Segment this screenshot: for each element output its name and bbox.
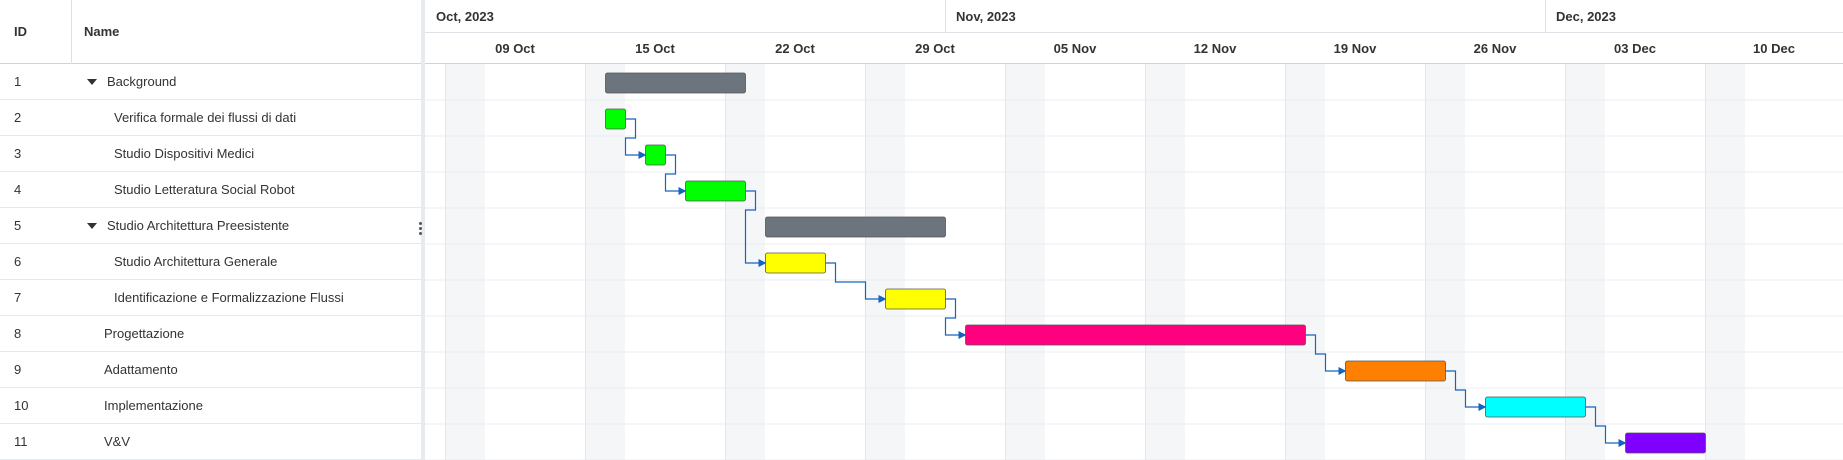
task-name: Studio Architettura Generale bbox=[114, 254, 278, 269]
task-name: Adattamento bbox=[104, 362, 178, 377]
task-bar[interactable] bbox=[885, 288, 946, 310]
row-id: 1 bbox=[14, 74, 22, 89]
collapse-caret-icon[interactable] bbox=[87, 223, 97, 229]
row-id: 11 bbox=[14, 434, 28, 449]
dependency-arrow[interactable] bbox=[1445, 370, 1487, 411]
week-label: 29 Oct bbox=[915, 41, 955, 56]
weekend-band bbox=[1005, 64, 1045, 460]
table-row[interactable]: 6 Studio Architettura Generale bbox=[0, 244, 421, 280]
week-label: 19 Nov bbox=[1334, 41, 1377, 56]
table-row[interactable]: 2 Verifica formale dei flussi di dati bbox=[0, 100, 421, 136]
week-label: 09 Oct bbox=[495, 41, 535, 56]
row-id: 8 bbox=[14, 326, 22, 341]
name-column-header[interactable]: Name bbox=[84, 24, 120, 39]
row-id: 4 bbox=[14, 182, 22, 197]
dependency-arrow[interactable] bbox=[944, 298, 967, 339]
pane-splitter[interactable] bbox=[421, 0, 425, 460]
weekend-band bbox=[585, 64, 625, 460]
task-bar[interactable] bbox=[965, 324, 1306, 346]
dependency-arrow[interactable] bbox=[825, 262, 887, 303]
task-name: V&V bbox=[104, 434, 131, 449]
task-name: Background bbox=[107, 74, 177, 89]
task-bar[interactable] bbox=[605, 72, 746, 94]
dependency-arrow[interactable] bbox=[664, 154, 687, 195]
table-row[interactable]: 8 Progettazione bbox=[0, 316, 421, 352]
task-name: Studio Dispositivi Medici bbox=[114, 146, 255, 161]
weekend-band bbox=[1425, 64, 1465, 460]
task-bar[interactable] bbox=[1625, 432, 1706, 454]
week-label: 15 Oct bbox=[635, 41, 675, 56]
task-name: Progettazione bbox=[104, 326, 185, 341]
task-bar[interactable] bbox=[765, 252, 826, 274]
gantt-timeline: Oct, 2023 Nov, 2023 Dec, 2023 09 Oct 15 Oct 2… bbox=[425, 0, 1843, 460]
table-row[interactable]: 9 Adattamento bbox=[0, 352, 421, 388]
dependency-arrow[interactable] bbox=[1585, 406, 1627, 447]
table-row[interactable]: 3 Studio Dispositivi Medici bbox=[0, 136, 421, 172]
row-id: 5 bbox=[14, 218, 22, 233]
row-id: 10 bbox=[14, 398, 29, 413]
task-name: Identificazione e Formalizzazione Flussi bbox=[114, 290, 344, 305]
week-label: 26 Nov bbox=[1474, 41, 1517, 56]
weekend-band bbox=[1145, 64, 1185, 460]
row-id: 3 bbox=[14, 146, 22, 161]
weekend-band bbox=[1705, 64, 1745, 460]
table-row[interactable]: 10 Implementazione bbox=[0, 388, 421, 424]
grid-header: ID Name bbox=[0, 0, 421, 64]
month-label: Dec, 2023 bbox=[1556, 9, 1616, 24]
task-name: Implementazione bbox=[104, 398, 203, 413]
dependency-arrow[interactable] bbox=[624, 118, 647, 159]
table-row[interactable]: 1 Background bbox=[0, 64, 421, 100]
row-id: 2 bbox=[14, 110, 22, 125]
dependency-arrow[interactable] bbox=[1305, 334, 1347, 375]
dependency-arrow[interactable] bbox=[744, 190, 767, 267]
weekend-band bbox=[445, 64, 485, 460]
collapse-caret-icon[interactable] bbox=[87, 79, 97, 85]
week-label: 05 Nov bbox=[1054, 41, 1097, 56]
row-id: 7 bbox=[14, 290, 22, 305]
weekend-band bbox=[865, 64, 905, 460]
week-label: 03 Dec bbox=[1614, 41, 1656, 56]
table-row[interactable]: 5 Studio Architettura Preesistente bbox=[0, 208, 421, 244]
task-bar[interactable] bbox=[605, 108, 626, 130]
splitter-handle-icon[interactable] bbox=[419, 222, 423, 238]
task-name: Studio Letteratura Social Robot bbox=[114, 182, 295, 197]
month-label: Oct, 2023 bbox=[436, 9, 494, 24]
week-label: 12 Nov bbox=[1194, 41, 1237, 56]
task-bar[interactable] bbox=[645, 144, 666, 166]
table-row[interactable]: 11 V&V bbox=[0, 424, 421, 460]
task-grid: ID Name 1 Background 2 Verifica formale dei… bbox=[0, 0, 422, 460]
row-id: 6 bbox=[14, 254, 22, 269]
week-label: 22 Oct bbox=[775, 41, 815, 56]
week-label: 10 Dec bbox=[1753, 41, 1795, 56]
row-id: 9 bbox=[14, 362, 22, 377]
task-name: Studio Architettura Preesistente bbox=[107, 218, 290, 233]
task-bar[interactable] bbox=[1485, 396, 1586, 418]
id-column-header[interactable]: ID bbox=[14, 24, 27, 39]
column-divider[interactable] bbox=[71, 0, 72, 64]
table-row[interactable]: 7 Identificazione e Formalizzazione Fluss… bbox=[0, 280, 421, 316]
task-name: Verifica formale dei flussi di dati bbox=[114, 110, 297, 125]
weekend-band bbox=[1285, 64, 1325, 460]
table-row[interactable]: 4 Studio Letteratura Social Robot bbox=[0, 172, 421, 208]
task-bar[interactable] bbox=[765, 216, 946, 238]
weekend-band bbox=[1565, 64, 1605, 460]
month-label: Nov, 2023 bbox=[956, 9, 1016, 24]
task-bar[interactable] bbox=[1345, 360, 1446, 382]
task-bar[interactable] bbox=[685, 180, 746, 202]
